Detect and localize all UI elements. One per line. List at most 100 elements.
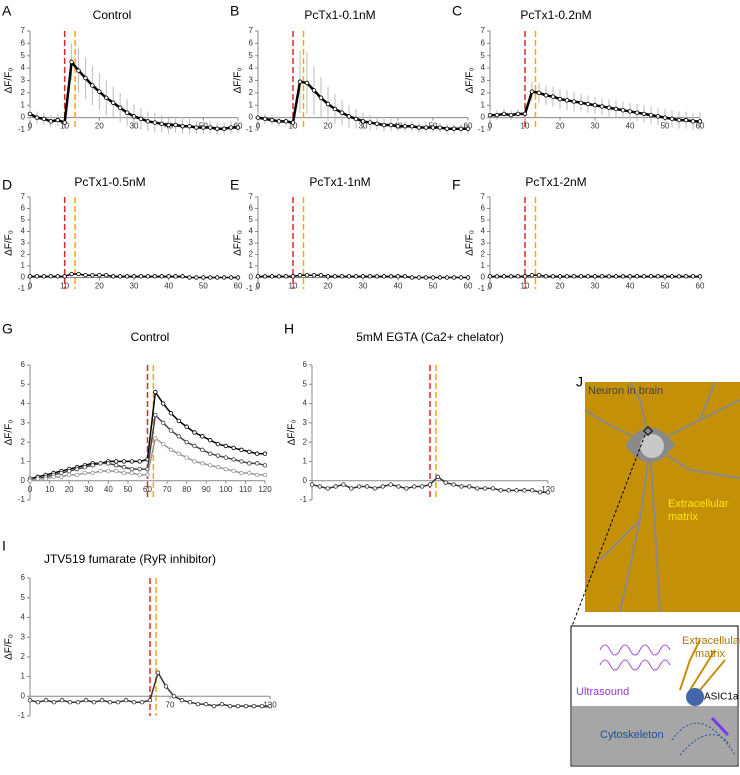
x-tick-label: 110 [239,485,252,494]
data-point [152,120,157,125]
data-point [247,470,252,476]
data-point [187,275,192,280]
data-point [113,459,119,464]
data-point [648,112,654,118]
chart: H 5mM EGTA (Ca2+ chelator) ΔF/F₀ -1 0 1 2 3 4 5 6 1… [284,321,555,504]
data-point [83,75,88,81]
panel-letter: B [230,3,239,19]
data-point [620,274,626,279]
y-tick-label: 3 [249,76,254,85]
y-tick-label: 7 [249,26,254,35]
data-point [395,124,401,129]
y-tick-label: 5 [481,51,486,60]
x-tick-label: 0 [488,282,493,291]
panel-letter: E [230,177,239,193]
data-point [187,124,192,129]
y-tick-label: 6 [303,360,308,369]
data-point [412,484,417,489]
data-point [82,465,88,470]
data-point [465,126,471,131]
x-tick-label: 20 [556,122,565,131]
data-point [129,459,135,464]
y-tick-label: 7 [249,192,254,201]
y-tick-label: 0 [21,476,26,485]
y-tick-label: 0 [481,113,486,122]
data-point [508,112,514,118]
y-tick-label: 4 [21,227,26,236]
data-point [59,470,64,476]
x-tick-label: 20 [95,122,104,131]
data-point [515,111,521,117]
data-point [231,468,236,474]
data-point [90,83,95,88]
y-axis-label: ΔF/F₀ [233,68,244,94]
data-point [697,274,703,279]
x-tick-label: 0 [28,485,33,494]
data-point [235,275,241,280]
y-tick-label: 2 [481,88,486,97]
data-point [180,124,185,129]
data-point [530,488,535,493]
y-tick-label: 0 [21,273,26,282]
y-tick-label: 5 [21,593,26,602]
data-point [27,274,33,279]
data-point [90,273,95,278]
data-point [35,476,41,481]
data-point [124,274,130,279]
chart-title: PcTx1-0.2nM [520,8,591,22]
x-tick-label: 50 [661,282,670,291]
x-tick-label: 60 [696,282,705,291]
data-point [494,274,500,279]
y-tick-label: 0 [303,476,308,485]
data-point [276,119,282,124]
data-point [110,100,116,105]
data-point [117,274,123,279]
y-tick-label: 4 [481,227,486,236]
y-tick-label: 0 [249,113,254,122]
data-point [34,274,40,279]
x-tick-label: 100 [219,485,233,494]
data-point [131,114,137,119]
panel-letter: A [2,3,12,19]
data-point [155,670,161,675]
chart-title: PcTx1-1nM [309,175,370,189]
x-tick-label: 20 [65,485,74,494]
data-point [98,461,103,466]
y-tick-label: 6 [21,38,26,47]
data-point [27,698,33,703]
data-point [529,89,535,94]
data-point [262,472,268,478]
data-point [152,274,157,279]
y-tick-label: 4 [303,399,308,408]
data-point [171,694,177,699]
y-tick-label: 5 [21,215,26,224]
chart: I JTV519 fumarate (RyR inhibitor) ΔF/F₀ -1 0… [2,538,277,720]
data-point [35,700,41,705]
x-tick-label: 40 [626,122,635,131]
data-point [537,490,543,495]
data-point [269,274,275,279]
data-point [121,459,127,464]
y-tick-label: 3 [21,632,26,641]
data-point [90,470,95,476]
data-point [139,700,145,705]
data-point [627,109,633,114]
data-point [458,275,464,280]
data-point [349,486,354,491]
data-point [309,482,315,487]
data-point [211,703,217,709]
data-point [290,120,296,125]
y-tick-label: 6 [249,204,254,213]
data-point [254,472,260,478]
y-tick-label: 5 [249,51,254,60]
y-axis-label: ΔF/F₀ [233,230,244,256]
data-point [683,274,689,279]
data-point [333,484,338,489]
data-point [388,274,394,279]
x-tick-label: 20 [556,282,565,291]
data-point [117,105,123,110]
data-point [153,436,158,441]
data-point [367,120,373,125]
